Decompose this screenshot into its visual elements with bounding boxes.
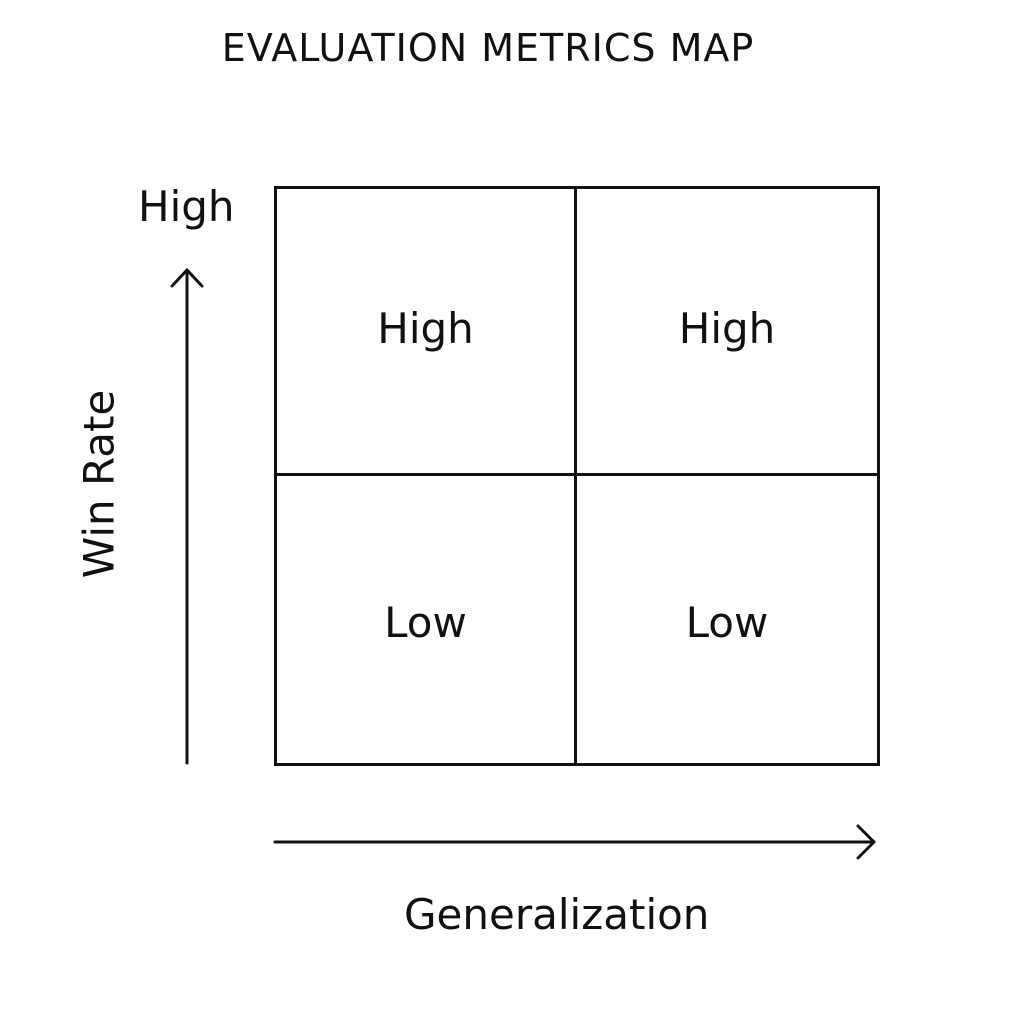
quadrant-top-left: High [277, 189, 577, 476]
quadrant-label: Low [384, 598, 467, 647]
quadrant-label: Low [685, 598, 769, 647]
quadrant-grid: High High Low Low [274, 186, 880, 766]
x-axis-label: Generalization [404, 890, 710, 939]
quadrant-label: High [678, 303, 776, 353]
diagram-title: EVALUATION METRICS MAP [221, 26, 755, 70]
quadrant-bottom-left: Low [277, 476, 577, 763]
y-axis-high-label: High [138, 182, 235, 231]
quadrant-bottom-right: Low [577, 476, 877, 763]
quadrant-top-right: High [577, 189, 877, 476]
y-axis-arrow [170, 268, 204, 765]
quadrant-label: High [377, 303, 474, 353]
x-axis-arrow [273, 824, 876, 860]
